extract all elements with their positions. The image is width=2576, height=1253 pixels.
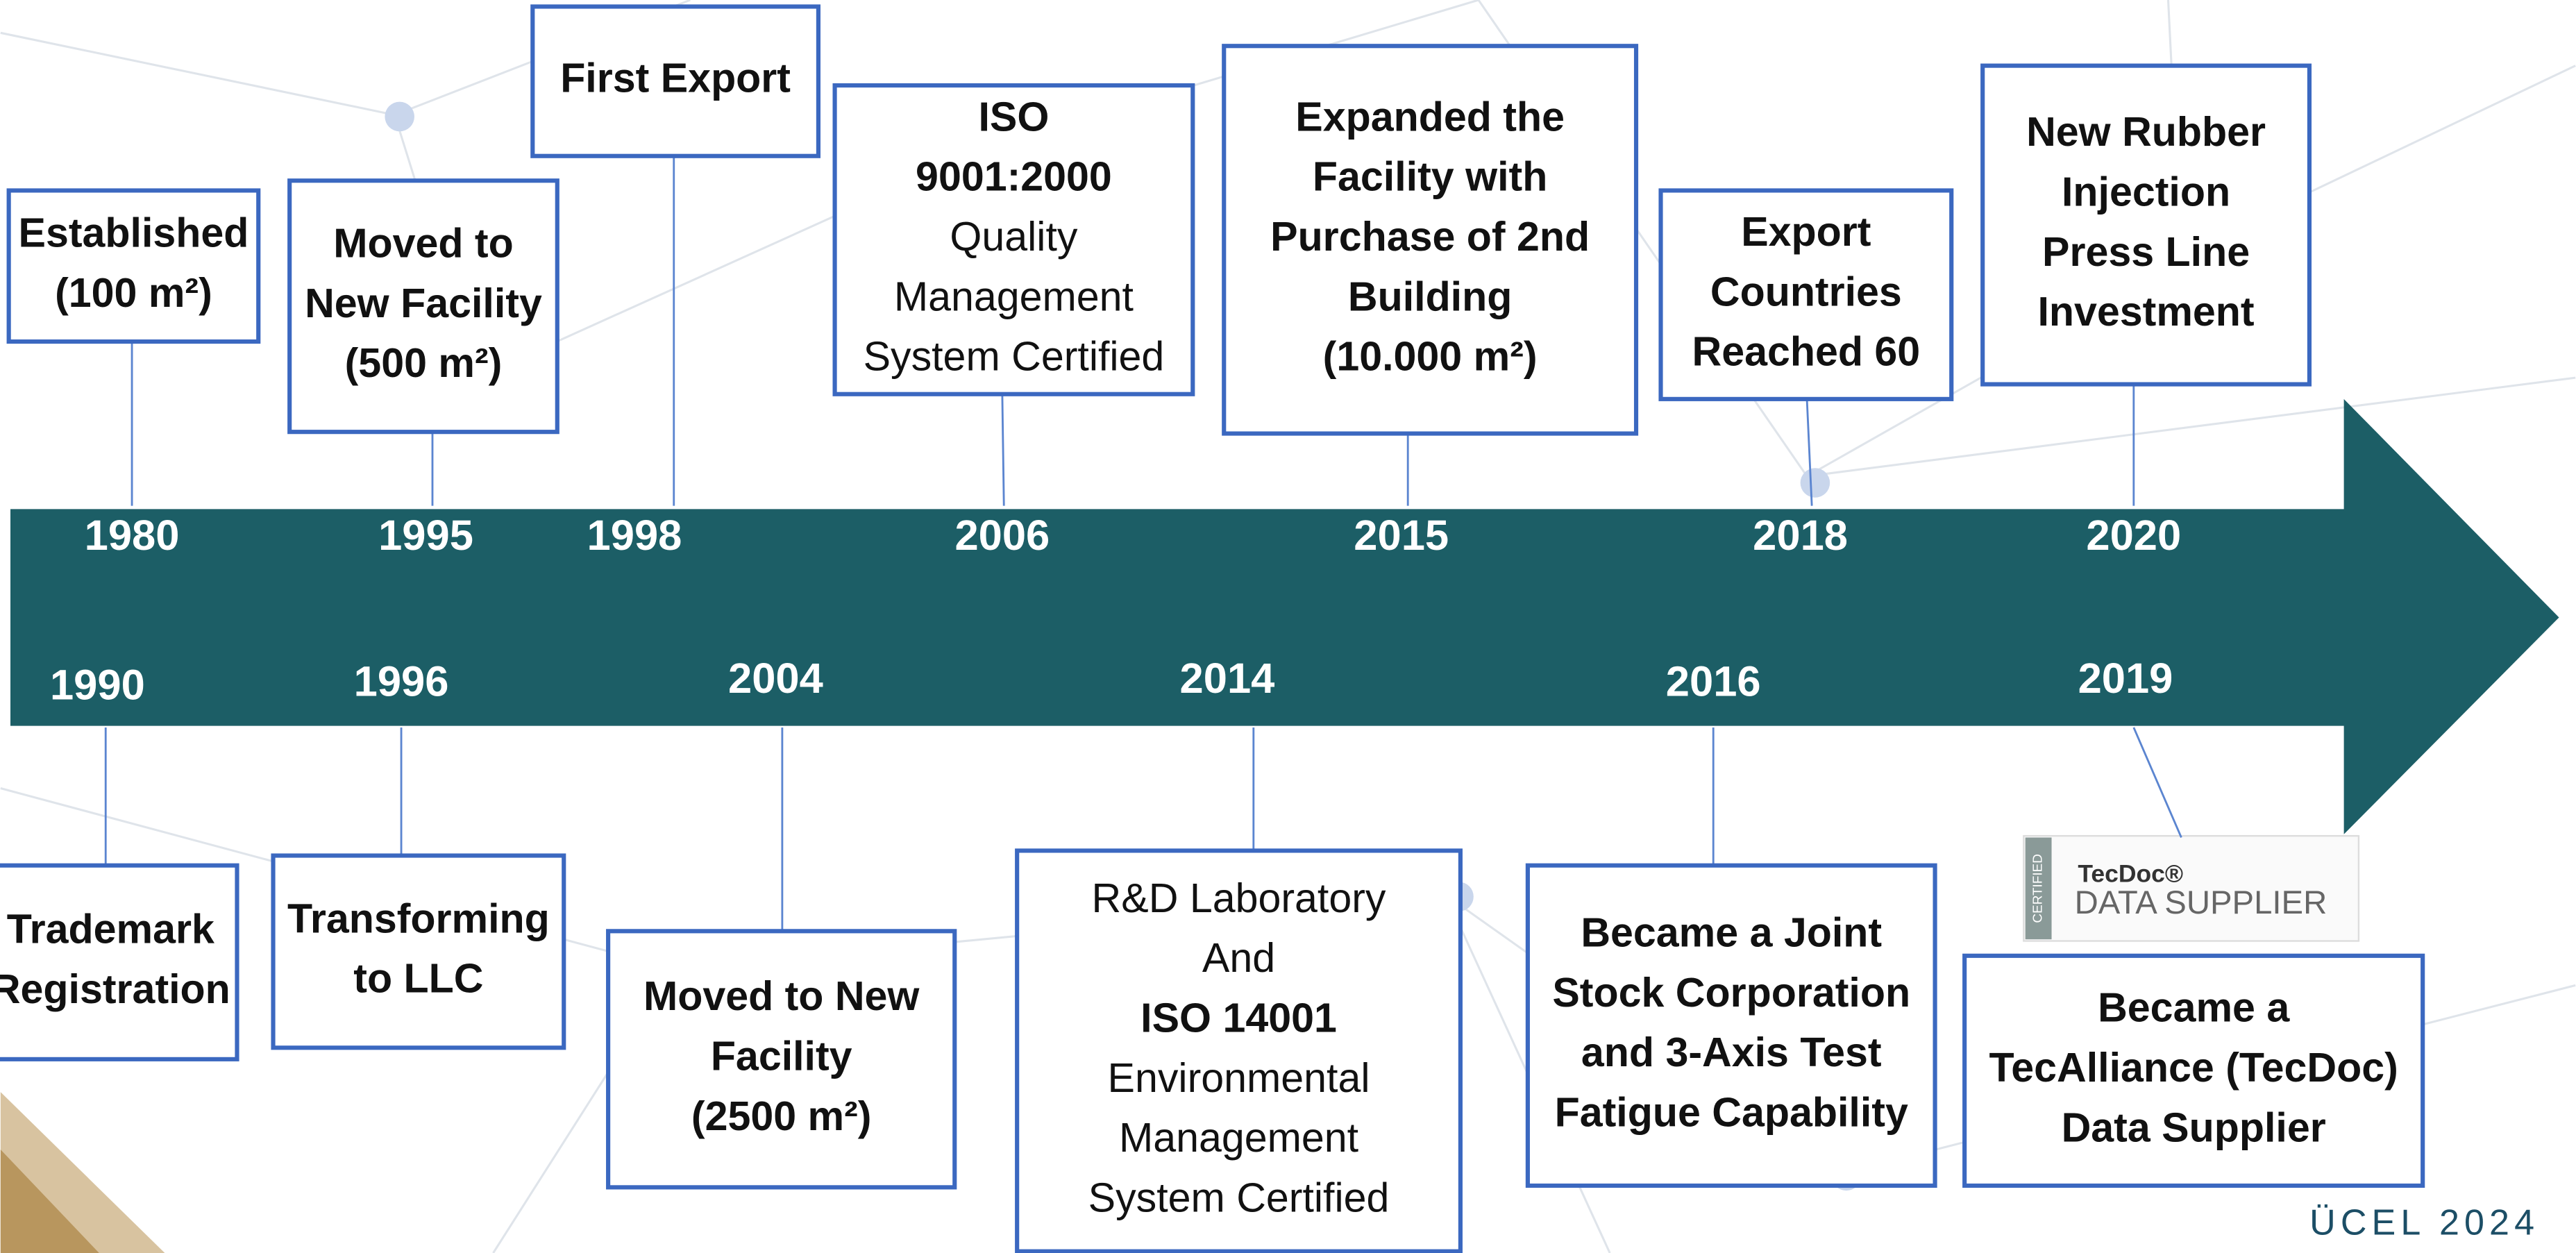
node-dot (1800, 468, 1830, 498)
tecdoc-logo: CERTIFIED TecDoc® DATA SUPPLIER (2023, 834, 2360, 942)
logo-badge-text: CERTIFIED (2031, 854, 2046, 923)
event-label: Expanded the (1295, 93, 1565, 140)
event-label: Facility (711, 1032, 852, 1079)
event-label: System Certified (1088, 1175, 1390, 1221)
event-label: ISO (979, 93, 1050, 140)
event-box (287, 178, 559, 435)
event-box (530, 4, 820, 158)
event-label: System Certified (864, 333, 1165, 380)
event-label: (10.000 m²) (1323, 333, 1538, 380)
event-label: Management (894, 273, 1134, 319)
event-label: Export (1741, 208, 1871, 255)
event-label: Injection (2062, 169, 2230, 215)
logo-brand: TecDoc® (2078, 859, 2183, 887)
event-label: Investment (2037, 288, 2254, 335)
year-label: 1995 (378, 512, 473, 560)
event-label: Moved to (333, 219, 513, 266)
year-label: 1990 (50, 661, 145, 709)
event-label: (500 m²) (345, 339, 503, 386)
year-label: 2004 (728, 655, 823, 703)
event-label: New Rubber (2026, 108, 2266, 155)
event-label: Environmental (1108, 1054, 1370, 1101)
event-label: New Facility (305, 280, 542, 326)
event-label: Countries (1710, 268, 1902, 314)
event-label: Reached 60 (1692, 328, 1921, 375)
year-label: 1980 (85, 512, 180, 560)
event-box (1980, 63, 2312, 387)
year-label: 2018 (1753, 512, 1848, 560)
event-box (1525, 863, 1937, 1188)
node-dot (385, 101, 414, 132)
event-label: R&D Laboratory (1092, 875, 1386, 921)
event-box (832, 83, 1195, 396)
event-box (0, 863, 239, 1061)
event-label: ISO 14001 (1140, 994, 1337, 1041)
year-label: 2006 (954, 512, 1050, 560)
year-label: 2014 (1180, 655, 1275, 703)
event-label: to LLC (353, 955, 483, 1002)
year-label: 2015 (1354, 512, 1449, 560)
event-label: Quality (950, 213, 1077, 260)
event-label: Established (19, 210, 249, 256)
event-label: And (1202, 934, 1275, 981)
event-box (6, 188, 261, 344)
event-label: Management (1119, 1114, 1358, 1161)
event-label: Fatigue Capability (1555, 1089, 1908, 1136)
event-label: Registration (0, 966, 230, 1012)
year-label: 2016 (1666, 658, 1761, 706)
event-label: (100 m²) (55, 269, 212, 316)
year-label: 2020 (2086, 512, 2181, 560)
year-label: 1998 (587, 512, 682, 560)
year-label: 1996 (354, 658, 449, 706)
event-label: TecAlliance (TecDoc) (1989, 1044, 2398, 1091)
connector (2132, 727, 2182, 839)
event-box (1015, 848, 1463, 1253)
event-label: Building (1348, 273, 1512, 319)
logo-frame (2023, 834, 2360, 942)
timeline-arrow (10, 398, 2559, 834)
event-label: and 3-Axis Test (1581, 1029, 1882, 1075)
connector (1805, 398, 1813, 506)
event-label: First Export (560, 55, 791, 101)
event-box (1962, 953, 2425, 1188)
event-label: Moved to New (643, 973, 920, 1019)
connector (1001, 394, 1005, 506)
event-box (271, 853, 566, 1050)
event-label: (2500 m²) (691, 1093, 872, 1139)
event-box (606, 929, 957, 1190)
event-label: Press Line (2042, 228, 2250, 275)
logo-caption: DATA SUPPLIER (2075, 884, 2327, 921)
event-label: Transforming (287, 895, 550, 941)
event-box (1658, 188, 1954, 401)
logo-badge (2025, 837, 2052, 940)
event-box (1222, 44, 1639, 436)
event-label: Data Supplier (2062, 1104, 2326, 1150)
event-label: 9001:2000 (916, 153, 1112, 200)
event-label: Stock Corporation (1552, 969, 1910, 1016)
event-label: Became a Joint (1581, 909, 1882, 955)
footer: ÜCEL 2024 (2309, 1203, 2539, 1243)
event-label: Became a (2098, 984, 2290, 1031)
event-label: Trademark (7, 906, 214, 952)
year-label: 2019 (2078, 655, 2173, 703)
event-label: Purchase of 2nd (1270, 213, 1590, 260)
event-label: Facility with (1313, 153, 1547, 200)
